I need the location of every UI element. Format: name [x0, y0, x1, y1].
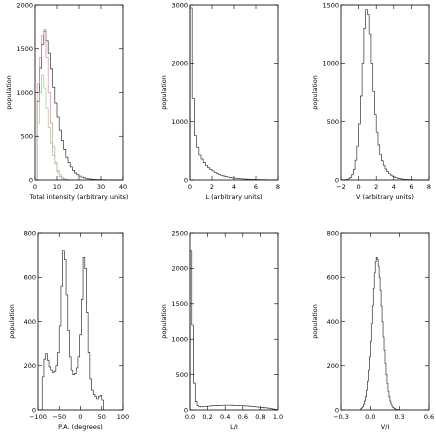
y-tick-label: 2000: [16, 1, 33, 9]
x-tick-label: 6: [254, 183, 258, 191]
x-axis-label: P.A. (degrees): [58, 423, 103, 431]
histogram-panel: 0 2 4 6 8 0 1000 2000 3000 L (arbitrary units) pop…: [160, 1, 280, 201]
y-tick-label: 0: [335, 176, 339, 184]
x-tick-label: 2: [210, 183, 214, 191]
y-tick-label: 0: [335, 406, 339, 414]
x-tick-label: 0.2: [202, 413, 212, 421]
x-axis-label: Total intensity (arbitrary units): [29, 193, 129, 201]
x-tick-label: 100: [117, 413, 129, 421]
y-axis-label: population: [160, 304, 168, 339]
y-tick-label: 600: [327, 274, 339, 282]
histogram-series-line: [189, 7, 279, 181]
x-tick-label: 1.0: [273, 413, 283, 421]
y-tick-label: 1500: [322, 1, 339, 9]
y-tick-label: 2000: [171, 60, 188, 68]
x-tick-label: −2: [336, 183, 346, 191]
plot-frame: [189, 4, 279, 181]
y-tick-label: 500: [176, 371, 188, 379]
y-tick-label: 0: [184, 406, 188, 414]
x-axis-label: V/I: [381, 423, 390, 431]
y-axis-label: population: [8, 304, 16, 339]
x-tick-label: 0: [78, 413, 82, 421]
x-tick-label: 10: [53, 183, 61, 191]
plot-frame: [37, 232, 124, 411]
x-tick-label: −50: [52, 413, 66, 421]
y-axis-label: population: [311, 75, 319, 110]
y-tick-label: 1000: [171, 118, 188, 126]
histogram-series-line: [341, 9, 429, 181]
x-tick-label: 0.0: [365, 413, 375, 421]
y-tick-label: 500: [21, 133, 33, 141]
y-tick-label: 600: [24, 274, 36, 282]
y-tick-label: 400: [24, 318, 36, 326]
y-axis-label: population: [160, 75, 168, 110]
y-tick-label: 1000: [171, 336, 188, 344]
y-tick-label: 200: [24, 362, 36, 370]
y-tick-label: 800: [327, 229, 339, 237]
x-axis-label: V (arbitrary units): [356, 193, 414, 201]
x-tick-label: 0: [33, 183, 37, 191]
y-axis-label: population: [5, 75, 13, 110]
x-tick-label: 0.3: [394, 413, 404, 421]
histogram-panel: 0.0 0.2 0.4 0.6 0.8 1.0 0 500 1000 1500 2000 2500 L/…: [160, 229, 283, 431]
plot-frame: [340, 4, 430, 181]
x-tick-label: 8: [276, 183, 280, 191]
y-tick-label: 1500: [171, 300, 188, 308]
histogram-series-line: [360, 256, 401, 411]
x-tick-label: 4: [232, 183, 236, 191]
y-tick-label: 0: [32, 406, 36, 414]
x-tick-label: 50: [98, 413, 106, 421]
y-tick-label: 1000: [16, 89, 33, 97]
x-tick-label: 30: [97, 183, 105, 191]
x-tick-label: 8: [427, 183, 431, 191]
y-tick-label: 0: [29, 176, 33, 184]
plot-frame: [189, 232, 279, 411]
x-tick-label: 0.6: [424, 413, 434, 421]
x-tick-label: 40: [119, 183, 127, 191]
x-tick-label: −0.3: [333, 413, 349, 421]
y-tick-label: 2500: [171, 229, 188, 237]
x-tick-label: 0.0: [185, 413, 195, 421]
x-tick-label: 6: [409, 183, 413, 191]
y-tick-label: 2000: [171, 265, 188, 273]
y-tick-label: 400: [327, 318, 339, 326]
y-tick-label: 1500: [16, 45, 33, 53]
x-axis-label: L (arbitrary units): [205, 193, 262, 201]
histogram-series-line: [189, 250, 279, 411]
x-axis-label: L/I: [230, 423, 238, 431]
x-tick-label: −100: [29, 413, 47, 421]
x-tick-label: 0.8: [255, 413, 265, 421]
histogram-series-line: [41, 250, 104, 410]
x-tick-label: 20: [75, 183, 83, 191]
x-tick-label: 2: [374, 183, 378, 191]
x-tick-label: 0.4: [220, 413, 230, 421]
histogram-panel: −0.3 0.0 0.3 0.6 0 200 400 600 800 V/I population: [311, 229, 434, 431]
y-tick-label: 800: [24, 229, 36, 237]
y-tick-label: 0: [184, 176, 188, 184]
histogram-series-line: [35, 30, 123, 181]
x-tick-label: 0: [188, 183, 192, 191]
y-tick-label: 200: [327, 362, 339, 370]
x-tick-label: 0: [357, 183, 361, 191]
y-tick-label: 500: [327, 118, 339, 126]
y-tick-label: 3000: [171, 1, 188, 9]
x-tick-label: 0.6: [238, 413, 248, 421]
histogram-panel: −100 −50 0 50 100 0 200 400 600 800 P.A. (degrees)…: [8, 229, 129, 431]
y-axis-label: population: [311, 304, 319, 339]
histogram-series-line: [35, 29, 71, 181]
histogram-series-line: [35, 74, 75, 181]
histogram-panel: 0 10 20 30 40 0 500 1000 1500 2000 Total intensity…: [5, 1, 128, 201]
y-tick-label: 1000: [322, 60, 339, 68]
x-tick-label: 4: [392, 183, 396, 191]
plot-frame: [340, 232, 430, 411]
